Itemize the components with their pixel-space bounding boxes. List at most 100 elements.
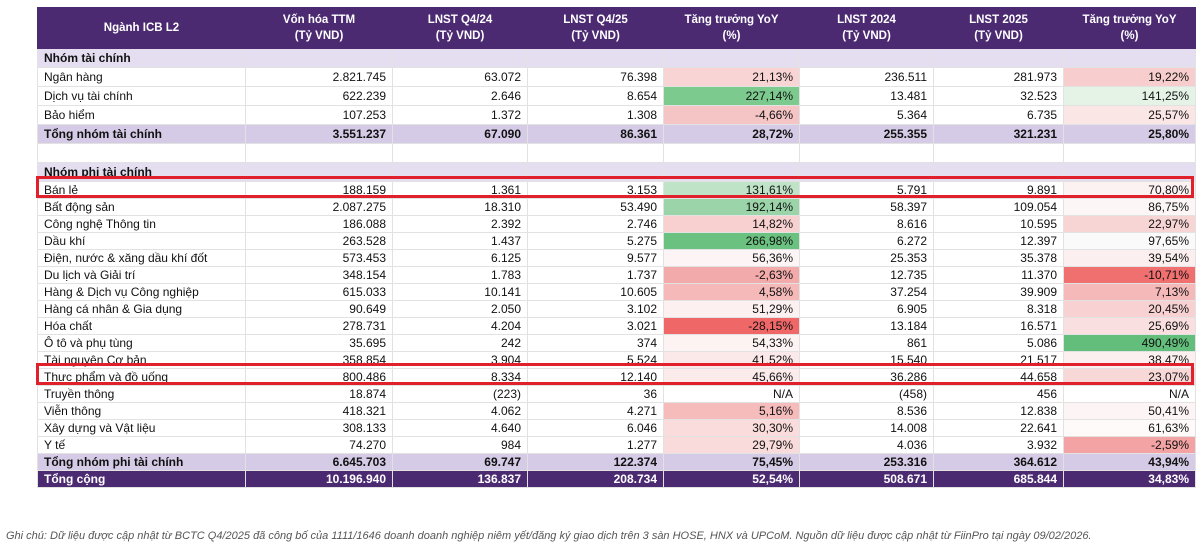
cell: 21,13% bbox=[663, 67, 800, 87]
cell: 13.481 bbox=[799, 86, 934, 106]
cell: 10.141 bbox=[392, 283, 528, 301]
cell: 358.854 bbox=[245, 351, 393, 369]
cell: 3.153 bbox=[527, 181, 664, 199]
cell: 37.254 bbox=[799, 283, 934, 301]
cell: 255.355 bbox=[799, 124, 934, 144]
row-label: Ngân hàng bbox=[37, 67, 246, 87]
cell: 52,54% bbox=[663, 470, 800, 488]
cell: 348.154 bbox=[245, 266, 393, 284]
cell: 5.364 bbox=[799, 105, 934, 125]
cell: 67.090 bbox=[392, 124, 528, 144]
cell: 5.275 bbox=[527, 232, 664, 250]
spacer-row bbox=[37, 143, 1196, 163]
table-row: Ngân hàng 2.821.745 63.072 76.398 21,13% 236.… bbox=[37, 67, 1196, 87]
cell bbox=[245, 48, 393, 68]
cell bbox=[527, 48, 664, 68]
cell: 22,97% bbox=[1063, 215, 1196, 233]
cell: 5,16% bbox=[663, 402, 800, 420]
header-line: (Tỷ VND) bbox=[842, 30, 891, 42]
cell: 25,57% bbox=[1063, 105, 1196, 125]
cell: 1.783 bbox=[392, 266, 528, 284]
total-row: Tổng nhóm phi tài chính 6.645.703 69.747 12… bbox=[37, 453, 1196, 471]
cell: 508.671 bbox=[799, 470, 934, 488]
cell: N/A bbox=[1063, 385, 1196, 403]
cell: 1.308 bbox=[527, 105, 664, 125]
cell bbox=[663, 162, 800, 182]
cell bbox=[392, 48, 528, 68]
header-line: (Tỷ VND) bbox=[571, 30, 620, 42]
column-header: Ngành ICB L2 bbox=[37, 7, 246, 49]
table-row: Bán lẻ 188.159 1.361 3.153 131,61% 5.791 9.891… bbox=[37, 181, 1196, 199]
cell: 13.184 bbox=[799, 317, 934, 335]
cell: 50,41% bbox=[1063, 402, 1196, 420]
cell: 3.904 bbox=[392, 351, 528, 369]
cell: 2.646 bbox=[392, 86, 528, 106]
row-label bbox=[37, 143, 246, 163]
cell bbox=[527, 143, 664, 163]
table-row: Hóa chất 278.731 4.204 3.021 -28,15% 13.184 16… bbox=[37, 317, 1196, 335]
cell: 28,72% bbox=[663, 124, 800, 144]
table-row: Du lịch và Giải trí 348.154 1.783 1.737 -2,6… bbox=[37, 266, 1196, 284]
cell: 12.838 bbox=[933, 402, 1064, 420]
cell: 861 bbox=[799, 334, 934, 352]
table-row: Dịch vụ tài chính 622.239 2.646 8.654 227,14… bbox=[37, 86, 1196, 106]
cell: 3.102 bbox=[527, 300, 664, 318]
cell: 136.837 bbox=[392, 470, 528, 488]
cell: 18.310 bbox=[392, 198, 528, 216]
table-row: Thực phẩm và đồ uống 800.486 8.334 12.140 45… bbox=[37, 368, 1196, 386]
footnote: Ghi chú: Dữ liệu được cập nhật từ BCTC Q… bbox=[6, 530, 1092, 542]
table-row: Điện, nước & xăng dầu khí đốt 573.453 6.12… bbox=[37, 249, 1196, 267]
cell: 6.272 bbox=[799, 232, 934, 250]
cell: 29,79% bbox=[663, 436, 800, 454]
cell: 131,61% bbox=[663, 181, 800, 199]
header-line: LNST 2024 bbox=[837, 14, 896, 26]
section-row: Nhóm phi tài chính bbox=[37, 162, 1196, 182]
table-row: Viễn thông 418.321 4.062 4.271 5,16% 8.536 12.… bbox=[37, 402, 1196, 420]
cell: 253.316 bbox=[799, 453, 934, 471]
row-label: Tổng nhóm tài chính bbox=[37, 124, 246, 144]
row-label: Hàng & Dịch vụ Công nghiệp bbox=[37, 283, 246, 301]
header-line: (%) bbox=[1120, 30, 1139, 42]
row-label: Dịch vụ tài chính bbox=[37, 86, 246, 106]
cell: 4.036 bbox=[799, 436, 934, 454]
header-line: LNST Q4/25 bbox=[563, 14, 628, 26]
cell: 12.140 bbox=[527, 368, 664, 386]
cell: 208.734 bbox=[527, 470, 664, 488]
cell: 8.334 bbox=[392, 368, 528, 386]
cell: 984 bbox=[392, 436, 528, 454]
section-title: Nhóm phi tài chính bbox=[37, 162, 246, 182]
cell: 188.159 bbox=[245, 181, 393, 199]
table-row: Dầu khí 263.528 1.437 5.275 266,98% 6.272 12.3… bbox=[37, 232, 1196, 250]
cell: 15.540 bbox=[799, 351, 934, 369]
cell: 19,22% bbox=[1063, 67, 1196, 87]
cell: 30,30% bbox=[663, 419, 800, 437]
cell: 6.645.703 bbox=[245, 453, 393, 471]
cell: 18.874 bbox=[245, 385, 393, 403]
cell: 70,80% bbox=[1063, 181, 1196, 199]
table-row: Xây dựng và Vật liệu 308.133 4.640 6.046 30,… bbox=[37, 419, 1196, 437]
cell: 36 bbox=[527, 385, 664, 403]
row-label: Hóa chất bbox=[37, 317, 246, 335]
cell bbox=[663, 48, 800, 68]
table-row: Tài nguyên Cơ bản 358.854 3.904 5.524 41,52%… bbox=[37, 351, 1196, 369]
cell: 1.361 bbox=[392, 181, 528, 199]
cell: 34,83% bbox=[1063, 470, 1196, 488]
cell bbox=[799, 48, 934, 68]
cell: 8.654 bbox=[527, 86, 664, 106]
header-line: LNST Q4/24 bbox=[427, 14, 493, 26]
cell: 374 bbox=[527, 334, 664, 352]
cell bbox=[1063, 143, 1196, 163]
cell: 192,14% bbox=[663, 198, 800, 216]
cell: 4.271 bbox=[527, 402, 664, 420]
cell: 8.616 bbox=[799, 215, 934, 233]
cell: 2.087.275 bbox=[245, 198, 393, 216]
cell: 1.277 bbox=[527, 436, 664, 454]
cell bbox=[799, 143, 934, 163]
cell: 74.270 bbox=[245, 436, 393, 454]
section-row: Nhóm tài chính bbox=[37, 48, 1196, 68]
cell: 573.453 bbox=[245, 249, 393, 267]
grand-total-row: Tổng cộng 10.196.940 136.837 208.734 52,54% 5… bbox=[37, 470, 1196, 488]
cell: 61,63% bbox=[1063, 419, 1196, 437]
row-label: Bán lẻ bbox=[37, 181, 246, 199]
